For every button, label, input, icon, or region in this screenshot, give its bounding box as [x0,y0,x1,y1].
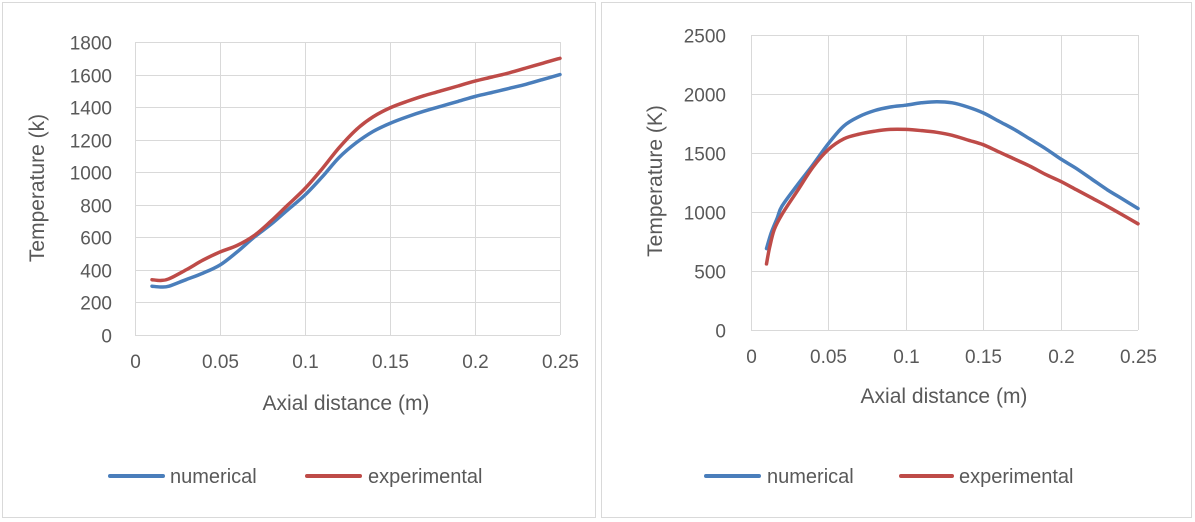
y-tick-label: 1800 [70,34,112,55]
right-chart-panel [601,2,1192,518]
legend-label-experimental: experimental [959,466,1074,488]
series-line-experimental [150,56,562,283]
y-axis-title: Temperature (k) [26,114,49,262]
x-tick-label: 0.1 [292,352,318,373]
series-line-numerical [150,72,562,289]
x-tick-label: 0.1 [893,347,919,368]
y-tick-label: 400 [80,262,112,283]
left-chart-panel [2,2,596,518]
x-tick-label: 0 [130,352,141,373]
y-tick-label: 0 [715,322,726,343]
y-tick-label: 1200 [70,132,112,153]
series-line-numerical [764,99,1140,251]
y-tick-label: 1000 [684,204,726,225]
x-tick-label: 0 [746,347,757,368]
x-tick-label: 0.25 [542,352,579,373]
y-tick-label: 1400 [70,99,112,120]
legend-label-numerical: numerical [170,466,257,488]
y-axis-title: Temperature (K) [644,105,667,257]
x-tick-label: 0.25 [1120,347,1157,368]
y-tick-label: 800 [80,197,112,218]
x-tick-label: 0.2 [462,352,488,373]
left-chart: 0 200 400 600 800 1000 1200 1400 1600 1800 0 0.05 0.… [26,34,579,489]
x-axis-title: Axial distance (m) [263,392,430,415]
y-tick-label: 1000 [70,164,112,185]
y-tick-label: 0 [101,327,112,348]
x-axis-title: Axial distance (m) [861,385,1028,408]
x-tick-label: 0.05 [202,352,239,373]
x-tick-label: 0.15 [965,347,1002,368]
y-tick-label: 600 [80,229,112,250]
x-tick-label: 0.2 [1048,347,1074,368]
y-tick-label: 2000 [684,86,726,107]
y-tick-label: 500 [694,263,726,284]
y-tick-label: 1600 [70,67,112,88]
y-tick-label: 2500 [684,27,726,48]
series-line-experimental [764,127,1140,266]
x-tick-label: 0.05 [810,347,847,368]
x-tick-label: 0.15 [372,352,409,373]
right-chart: 0 500 1000 1500 2000 2500 0 0.05 0.1 0.15 0.2 0.25 A… [644,27,1157,489]
legend-label-experimental: experimental [368,466,483,488]
y-tick-label: 200 [80,294,112,315]
legend-label-numerical: numerical [767,466,854,488]
y-tick-label: 1500 [684,145,726,166]
